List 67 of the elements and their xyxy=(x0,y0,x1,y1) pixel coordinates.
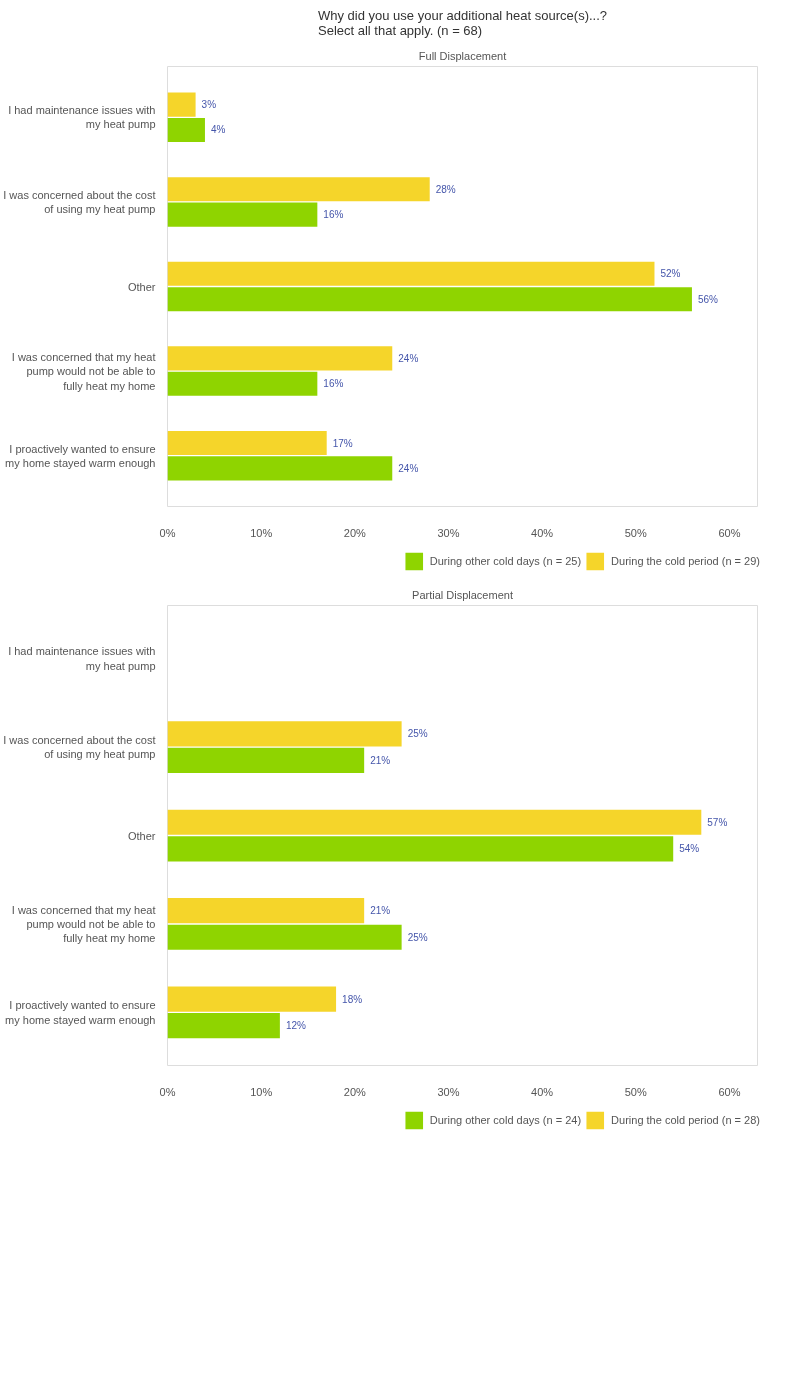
data-label: 17% xyxy=(332,437,353,449)
chart-subtitle: Full Displacement xyxy=(418,49,507,62)
x-tick-label: 20% xyxy=(343,526,367,539)
y-tick-label: I was concerned that my heat pump would not be able to fully heat my home xyxy=(11,350,156,392)
y-tick-label: I proactively wanted to ensure my home stayed warm enough xyxy=(5,442,156,469)
bar xyxy=(167,117,205,143)
y-tick-label: I was concerned that my heat pump would not be able to fully heat my home xyxy=(11,903,156,945)
x-tick-label: 10% xyxy=(250,526,273,539)
bar xyxy=(167,287,692,312)
bar xyxy=(167,177,430,202)
bar xyxy=(167,202,318,227)
bar xyxy=(167,92,196,117)
y-tick-label: I proactively wanted to ensure my home stayed warm enough xyxy=(5,999,156,1026)
bar xyxy=(167,371,318,396)
data-label: 28% xyxy=(435,183,456,195)
data-label: 24% xyxy=(398,462,419,474)
y-tick-label: Other xyxy=(127,280,156,293)
data-label: 24% xyxy=(398,352,419,364)
y-tick-label: I had maintenance issues with my heat pump xyxy=(8,104,156,131)
bar xyxy=(167,1013,280,1039)
bar xyxy=(167,747,365,773)
chart-title: Partial Displacement xyxy=(412,588,513,601)
data-label: 52% xyxy=(660,268,681,280)
y-tick-label: Other xyxy=(127,829,156,842)
data-label: 25% xyxy=(407,728,428,740)
data-label: 12% xyxy=(285,1020,306,1032)
data-label: 3% xyxy=(201,99,217,111)
data-label: 25% xyxy=(407,931,428,943)
data-label: 16% xyxy=(323,209,344,221)
y-tick-label: I had maintenance issues with my heat pump xyxy=(8,645,156,672)
bar xyxy=(167,261,655,286)
x-tick-label: 40% xyxy=(531,526,554,539)
x-tick-label: 20% xyxy=(343,1085,367,1098)
x-tick-label: 40% xyxy=(531,1085,554,1098)
bar xyxy=(167,836,674,862)
data-label: 21% xyxy=(370,754,391,766)
data-label: 16% xyxy=(323,378,344,390)
x-tick-label: 30% xyxy=(437,1085,460,1098)
x-tick-label: 0% xyxy=(159,526,176,539)
x-tick-label: 60% xyxy=(718,526,741,539)
legend-label: During other cold days (n = 25) xyxy=(429,555,582,567)
bar xyxy=(167,721,402,747)
y-tick-label: I was concerned about the cost of using my heat pump xyxy=(3,733,156,761)
x-tick-label: 60% xyxy=(718,1085,741,1098)
x-tick-label: 50% xyxy=(624,526,647,539)
bar xyxy=(167,430,327,456)
data-label: 54% xyxy=(679,843,700,855)
bar xyxy=(167,898,365,924)
legend-label: During the cold period (n = 28) xyxy=(611,1114,760,1126)
x-tick-label: 30% xyxy=(437,526,460,539)
data-label: 56% xyxy=(697,293,719,305)
data-label: 57% xyxy=(707,816,728,828)
bar xyxy=(167,346,393,371)
bar xyxy=(167,809,702,835)
bar xyxy=(167,924,402,950)
x-tick-label: 10% xyxy=(250,1085,273,1098)
bar xyxy=(167,456,393,481)
y-tick-label: I was concerned about the cost of using my heat pump xyxy=(3,188,156,216)
chart-title: Why did you use your additional heat source(s)...? Select all that apply. (n = 68) xyxy=(317,7,608,38)
data-label: 21% xyxy=(370,905,391,917)
bar xyxy=(167,986,337,1012)
x-tick-label: 0% xyxy=(159,1085,176,1098)
x-tick-label: 50% xyxy=(624,1085,647,1098)
data-label: 4% xyxy=(210,124,226,136)
legend-label: During the cold period (n = 29) xyxy=(611,555,760,567)
data-label: 18% xyxy=(342,993,363,1005)
legend-label: During other cold days (n = 24) xyxy=(429,1114,582,1126)
